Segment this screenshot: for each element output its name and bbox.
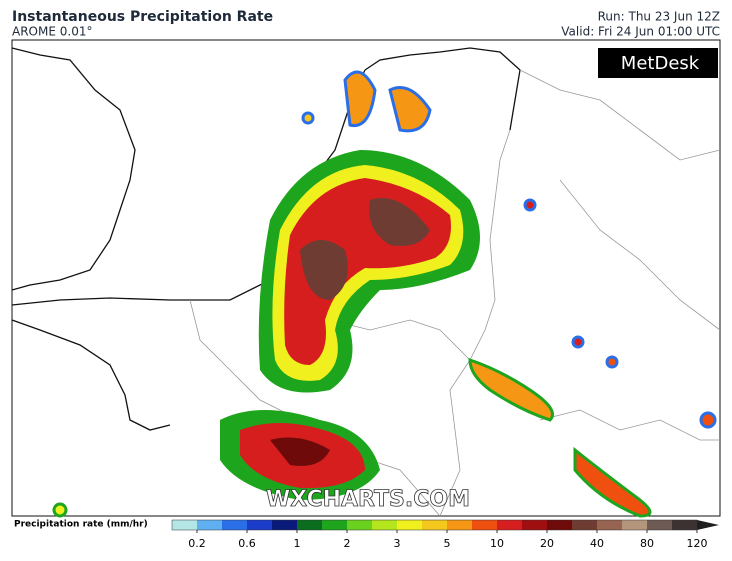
colorbar-segment	[272, 520, 297, 530]
rain-area	[468, 357, 554, 422]
rain-area	[573, 446, 652, 518]
colorbar-tick-label: 5	[444, 537, 451, 550]
colorbar-outline	[171, 519, 698, 531]
border	[189, 299, 441, 517]
colorbar-tick-label: 2	[344, 537, 351, 550]
brand: MetDesk	[621, 53, 700, 74]
colorbar-segment	[197, 520, 222, 530]
brand-box	[598, 48, 718, 78]
border	[519, 69, 721, 161]
colorbar-segment	[397, 520, 422, 530]
colorbar-tick-label: 1	[294, 537, 301, 550]
colorbar-tick-label: 0.2	[188, 537, 206, 550]
legend-label: Precipitation rate (mm/hr)	[14, 520, 148, 530]
rain-cell	[699, 411, 717, 429]
colorbar-tick-label: 0.6	[238, 537, 256, 550]
colorbar-segment	[172, 520, 197, 530]
run: Run: Thu 23 Jun 12Z	[598, 10, 720, 24]
colorbar-segment	[522, 520, 547, 530]
precipitation	[52, 70, 717, 518]
rain-area	[270, 437, 330, 466]
colorbar-segment	[572, 520, 597, 530]
colorbar-segment	[622, 520, 647, 530]
model: AROME 0.01°	[12, 25, 92, 39]
rain-cell	[605, 355, 619, 369]
rain-cell	[571, 335, 585, 349]
watermark: WXCHARTS.COM	[266, 487, 470, 512]
coastline	[364, 47, 521, 131]
colorbar-tick-label: 20	[540, 537, 554, 550]
rain-area	[343, 70, 432, 133]
rain-cell	[523, 198, 537, 212]
colorbar-segment	[372, 520, 397, 530]
colorbar-segment	[222, 520, 247, 530]
colorbar-segment	[672, 520, 697, 530]
colorbar-segment	[447, 520, 472, 530]
colorbar-segment	[247, 520, 272, 530]
rain-cell	[52, 502, 68, 518]
colorbar-segment	[297, 520, 322, 530]
colorbar-segment	[347, 520, 372, 530]
colorbar-tick-label: 120	[687, 537, 708, 550]
colorbar-arrow	[697, 520, 719, 530]
rain-area	[300, 198, 430, 300]
colorbar: 0.2 0.6 1 2 3 5 10 20 40 80 120	[171, 519, 719, 550]
border	[559, 179, 721, 331]
colorbar-segment	[597, 520, 622, 530]
valid: Valid: Fri 24 Jun 01:00 UTC	[561, 25, 720, 39]
coastline	[11, 47, 136, 291]
colorbar-segment	[497, 520, 522, 530]
colorbar-tick-label: 3	[394, 537, 401, 550]
border	[439, 129, 511, 517]
colorbar-segment	[422, 520, 447, 530]
colorbar-segment	[322, 520, 347, 530]
coastline	[11, 319, 171, 431]
colorbar-segment	[472, 520, 497, 530]
colorbar-segment	[647, 520, 672, 530]
rain-cell	[301, 111, 315, 125]
colorbar-tick-label: 40	[590, 537, 604, 550]
border	[539, 409, 720, 441]
colorbar-tick-label: 10	[490, 537, 504, 550]
map: MetDesk WXCHARTS.COM	[11, 39, 721, 518]
colorbar-segment	[547, 520, 572, 530]
colorbar-tick-label: 80	[640, 537, 654, 550]
title: Instantaneous Precipitation Rate	[12, 9, 273, 25]
